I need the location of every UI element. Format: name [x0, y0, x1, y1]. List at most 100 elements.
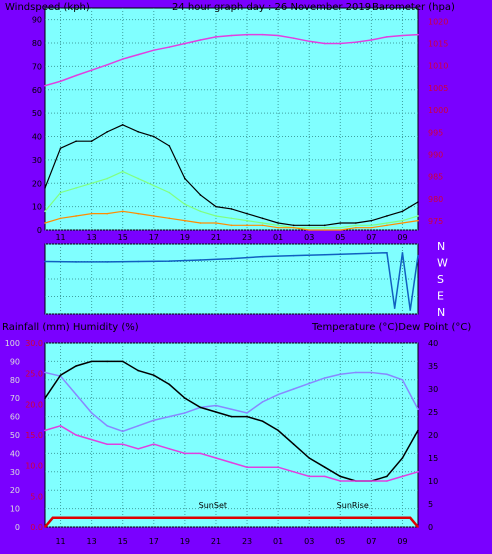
temp-tick-label: 10	[428, 477, 438, 486]
series-point	[246, 224, 248, 227]
series-point	[137, 212, 140, 215]
series-point	[386, 215, 388, 217]
series-point	[75, 434, 77, 436]
series-point	[199, 39, 202, 41]
series-point	[370, 224, 373, 227]
x-tick-label: 17	[149, 537, 159, 546]
humidity-tick-label: 100	[5, 339, 20, 348]
annotation-label: SunRise	[337, 501, 369, 510]
direction-label: E	[437, 290, 444, 303]
series-point	[370, 39, 373, 41]
series-point	[277, 222, 279, 224]
y-left-tick-label: 80	[32, 39, 42, 48]
x-tick-label: 21	[211, 233, 221, 242]
series-point	[246, 466, 248, 469]
series-point	[417, 219, 419, 222]
series-point	[277, 466, 279, 469]
series-point	[215, 36, 217, 38]
series-point	[106, 443, 108, 446]
series-point	[59, 217, 62, 220]
rain-humidity-axis-title: Rainfall (mm) Humidity (%)	[2, 322, 139, 333]
series-point	[75, 365, 77, 367]
series-point	[277, 224, 279, 227]
series-point	[417, 215, 419, 217]
series-point	[417, 33, 419, 36]
x-tick-label: 13	[87, 537, 97, 546]
series-point	[215, 457, 217, 459]
series-point	[230, 217, 233, 220]
series-point	[168, 383, 171, 386]
series-point	[75, 187, 77, 189]
series-point	[370, 480, 373, 482]
temp-tick-label: 5	[428, 500, 433, 509]
y-right-tick-label: 1015	[428, 40, 448, 49]
series-point	[230, 415, 233, 418]
series-point	[401, 475, 404, 478]
series-point	[106, 360, 108, 363]
series-point	[277, 429, 279, 432]
series-point	[90, 360, 93, 363]
series-point	[106, 425, 108, 427]
direction-label: S	[437, 273, 444, 286]
direction-point	[409, 309, 412, 311]
series-point	[184, 412, 186, 414]
y-right-tick-label: 1000	[428, 106, 448, 115]
temp-tick-label: 25	[428, 408, 438, 417]
series-point	[184, 42, 186, 45]
series-point	[51, 517, 54, 519]
series-point	[168, 448, 171, 450]
series-point	[417, 471, 419, 473]
direction-point	[230, 257, 233, 260]
series-point	[308, 457, 311, 459]
wind-axis-title: Windspeed (kph)	[5, 2, 90, 13]
x-tick-label: 05	[335, 537, 345, 546]
series-point	[59, 425, 62, 427]
series-point	[323, 466, 326, 469]
x-tick-label: 11	[55, 537, 65, 546]
direction-point	[106, 261, 108, 263]
series-point	[339, 373, 342, 376]
series-point	[215, 411, 217, 413]
rain-tick-label: 5.0	[30, 492, 43, 501]
series-point	[90, 69, 93, 71]
temp-axis-title: Temperature (°C)Dew Point (°C)	[311, 322, 471, 333]
x-tick-label: 01	[273, 233, 283, 242]
series-point	[386, 224, 388, 227]
y-right-tick-label: 980	[428, 195, 443, 204]
temp-tick-label: 20	[428, 431, 438, 440]
series-point	[292, 471, 295, 473]
series-point	[199, 194, 202, 196]
series-point	[292, 388, 295, 390]
series-point	[277, 226, 279, 229]
baro-axis-title: Barometer (hpa)	[372, 2, 455, 13]
series-point	[370, 226, 373, 229]
direction-point	[323, 253, 326, 256]
series-point	[355, 371, 357, 374]
series-point	[184, 452, 186, 455]
direction-label: W	[437, 257, 448, 270]
series-point	[75, 140, 77, 142]
direction-point	[417, 254, 419, 257]
series-point	[261, 420, 264, 423]
series-point	[386, 480, 388, 482]
series-point	[417, 526, 419, 528]
series-point	[308, 40, 311, 43]
series-point	[44, 429, 46, 432]
series-point	[323, 224, 326, 227]
series-point	[292, 226, 295, 229]
series-point	[292, 443, 295, 446]
series-point	[401, 457, 404, 459]
series-point	[90, 140, 93, 142]
series-point	[261, 466, 264, 469]
series-point	[137, 53, 140, 56]
series-point	[339, 222, 342, 224]
y-left-tick-label: 60	[32, 86, 42, 95]
series-point	[386, 373, 388, 376]
humidity-tick-label: 20	[10, 486, 20, 495]
series-point	[44, 526, 46, 528]
series-point	[261, 224, 264, 227]
series-point	[339, 229, 342, 231]
series-point	[44, 222, 46, 224]
series-point	[184, 203, 186, 206]
series-point	[121, 210, 124, 213]
